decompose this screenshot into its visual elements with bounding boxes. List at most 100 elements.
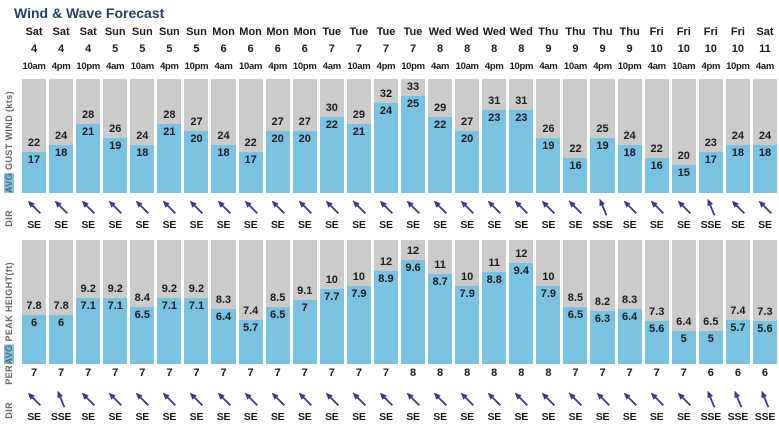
swell-direction-arrow (425, 384, 455, 414)
wind-bar-peak-value: 30 (325, 102, 338, 115)
swell-direction-label: SE (487, 411, 502, 423)
wave-bar-peak-value: 7.4 (730, 304, 746, 317)
swell-direction-cell: SE (509, 388, 533, 432)
wind-bar-avg-value: 18 (623, 146, 636, 159)
swell-direction-label: SE (297, 411, 312, 423)
swell-direction-cell: SE (590, 388, 614, 432)
day-cell: Sun (158, 26, 180, 38)
wave-bar: 8.3 6.4 (617, 240, 642, 364)
wind-direction-cell: SE (672, 196, 696, 240)
wind-direction-arrow (723, 192, 753, 222)
wave-bar-fill (319, 289, 344, 364)
swell-direction-cell: SE (130, 388, 154, 432)
swell-direction-label: SE (622, 411, 637, 423)
wave-bar: 7.3 5.6 (752, 240, 777, 364)
swell-direction-arrow (371, 384, 401, 414)
wind-bar: 24 18 (752, 79, 777, 193)
wind-direction-arrow (452, 192, 482, 222)
day-cell: Tue (322, 26, 342, 38)
wind-bar: 28 21 (157, 79, 182, 193)
swell-direction-arrow (479, 384, 509, 414)
wave-bar-peak-value: 8.5 (567, 292, 584, 305)
wind-bar: 22 17 (238, 79, 263, 193)
wave-bar-peak-value: 8.3 (215, 294, 232, 306)
wind-direction-arrow (371, 192, 401, 222)
day-cell: Mon (293, 26, 317, 38)
swell-direction-arrow (317, 384, 347, 414)
wave-bar-peak-value: 9.2 (188, 283, 205, 296)
wind-axis-label-highlight: AVG (4, 172, 14, 193)
page-title: Wind & Wave Forecast (14, 5, 165, 21)
time-row: 10am 4pm 10pm 4am 10am 4pm 10pm 4am 10am 4pm 10pm 4… (0, 58, 779, 75)
swell-direction-cell: SE (645, 388, 669, 432)
wind-bar: 24 18 (725, 79, 750, 193)
wind-bar: 27 20 (184, 79, 209, 193)
date-cell: 10 (650, 43, 663, 55)
wave-bar: 8.5 6.5 (563, 240, 588, 364)
date-cell: 9 (545, 43, 552, 55)
wind-direction-label: SE (27, 219, 41, 231)
wind-bar-fill (563, 158, 588, 193)
wind-direction-label: SE (54, 219, 68, 231)
swell-direction-label: SE (595, 411, 610, 423)
swell-direction-arrow (19, 384, 49, 414)
wave-bar-peak-value: 9.2 (80, 283, 96, 296)
wind-direction-label: SE (108, 219, 123, 231)
wave-bar-peak-value: 12 (406, 244, 420, 257)
time-cell: 10pm (76, 61, 100, 72)
wind-direction-cell: SE (49, 196, 73, 240)
period-row: PER 7 7 7 7 7 7 7 7 7 7 7 7 7 7 8 8 8 8 8 8 7 7 7 7 7 6 6 6 (0, 364, 779, 385)
wind-direction-cell: SSE (699, 196, 723, 240)
day-cell: Thu (538, 26, 559, 38)
wave-bar-peak-value: 7.3 (649, 306, 665, 319)
day-cell: Sat (52, 26, 70, 38)
wind-bar-avg-value: 17 (244, 153, 257, 166)
wind-bar: 31 23 (482, 79, 507, 193)
wave-bar: 7.8 6 (49, 240, 74, 364)
swell-direction-label: SE (325, 411, 339, 423)
time-cell: 4pm (593, 61, 612, 72)
swell-dir-axis-cell: DIR (0, 388, 19, 432)
date-cell: 5 (166, 43, 173, 55)
wind-bar-peak-value: 27 (298, 115, 311, 128)
wind-direction-arrow (317, 192, 347, 222)
swell-direction-cell: SE (157, 388, 181, 432)
period-cell: 7 (301, 367, 308, 379)
time-cell: 4am (214, 61, 233, 72)
period-cell: 7 (58, 367, 65, 379)
wave-bar-peak-value: 9.1 (297, 284, 313, 297)
swell-direction-cell: SE (482, 388, 506, 432)
wind-bar-peak-value: 22 (569, 143, 582, 156)
date-cell: 8 (491, 43, 498, 55)
wave-bar-avg-value: 6.4 (215, 311, 232, 323)
swell-direction-arrow (263, 384, 293, 414)
date-cell: 8 (437, 43, 444, 55)
date-cell: 5 (193, 43, 200, 55)
day-cell: Sat (79, 26, 97, 38)
wave-bar: 10 7.9 (346, 240, 371, 364)
wind-bar-fill (590, 137, 615, 193)
time-cell: 10am (563, 61, 587, 72)
wind-direction-label: SE (676, 219, 691, 231)
swell-direction-arrow (452, 384, 482, 414)
wave-bar-peak-value: 8.2 (594, 295, 611, 308)
swell-direction-cell: SE (563, 388, 587, 432)
swell-direction-label: SE (676, 411, 691, 423)
wind-bar-avg-value: 21 (163, 125, 176, 138)
wave-bar-peak-value: 10 (352, 270, 365, 283)
wind-direction-arrow (479, 192, 509, 222)
wind-bar-avg-value: 16 (650, 160, 663, 173)
day-cell: Tue (349, 26, 369, 38)
wind-direction-arrow (750, 192, 779, 222)
wind-bar-peak-value: 22 (244, 136, 257, 149)
wave-bar-fill (590, 310, 615, 364)
wave-bar-peak-value: 7.3 (757, 306, 773, 319)
wave-bar: 7.8 6 (22, 240, 47, 364)
wind-direction-arrow (669, 192, 699, 222)
wind-direction-arrow (425, 192, 455, 222)
wave-bar: 9.2 7.1 (184, 240, 209, 364)
wind-direction-label: SE (379, 219, 393, 231)
day-cell: Tue (376, 26, 396, 38)
wave-bar-fill (671, 330, 696, 364)
swell-direction-cell: SSE (699, 388, 723, 432)
